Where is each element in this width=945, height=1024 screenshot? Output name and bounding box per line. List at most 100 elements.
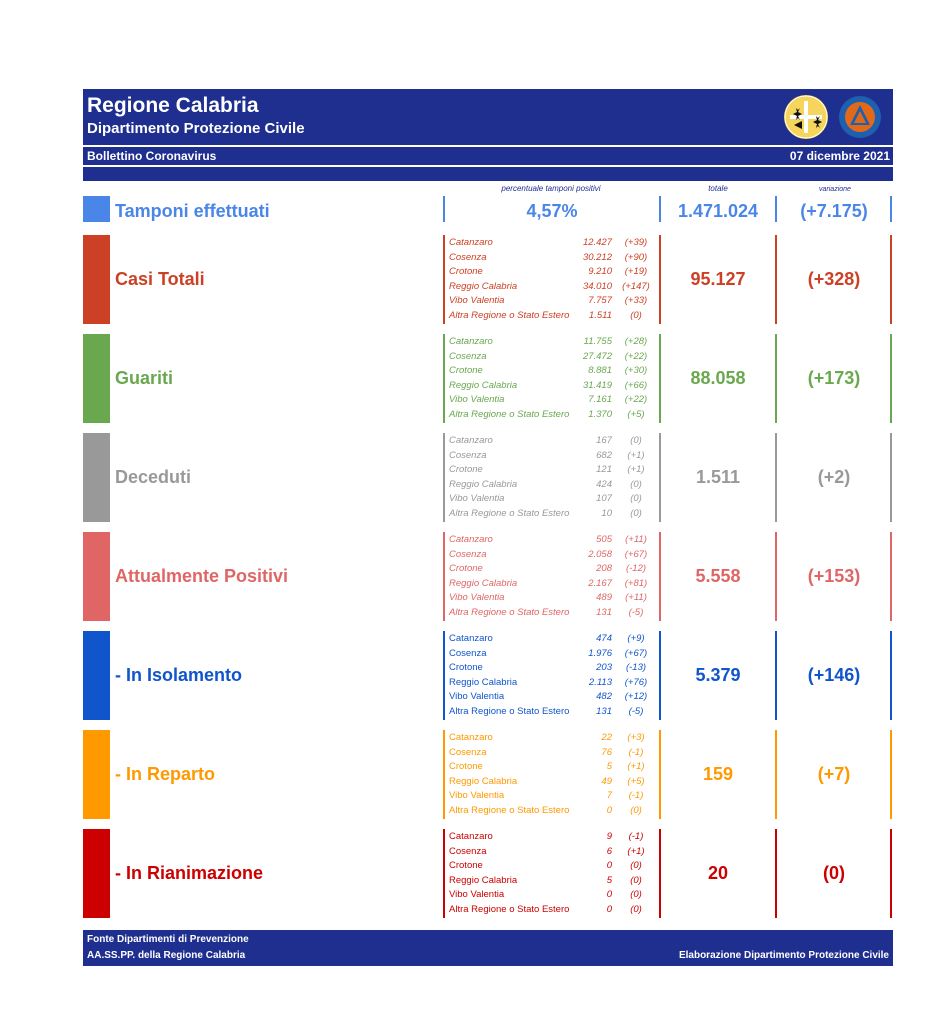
in-rianimazione-province-names: Catanzaro Cosenza Crotone Reggio Calabria Vi… xyxy=(449,830,569,918)
deceduti-province-deltas: (0) (+1) (+1) (0) (0) (0) xyxy=(618,434,654,522)
province-name: Reggio Calabria xyxy=(449,280,518,292)
province-name: Cosenza xyxy=(449,845,487,857)
province-value: 505 xyxy=(596,534,612,545)
province-name: Reggio Calabria xyxy=(449,379,518,391)
province-name: Vibo Valentia xyxy=(449,790,505,802)
bulletin-label: Bollettino Coronavirus xyxy=(87,149,217,163)
province-value: 203 xyxy=(596,662,612,674)
separator xyxy=(775,433,777,522)
province-delta: (-1) xyxy=(628,831,644,842)
province-name: Crotone xyxy=(449,266,483,278)
province-name: Cosenza xyxy=(449,449,487,461)
province-delta: (+76) xyxy=(624,676,648,688)
province-delta: (-5) xyxy=(628,606,644,618)
in-reparto-variation: (+7) xyxy=(817,763,851,784)
province-delta: (+28) xyxy=(624,336,648,347)
tamponi-variation: (+7.175) xyxy=(800,201,868,221)
province-delta: (-1) xyxy=(628,746,644,758)
province-delta: (+147) xyxy=(622,280,650,292)
deceduti-variation: (+2) xyxy=(817,466,851,487)
guariti-total: 88.058 xyxy=(690,367,746,388)
attualmente-positivi-total: 5.558 xyxy=(695,565,741,586)
bulletin-bar: Bollettino Coronavirus 07 dicembre 2021 xyxy=(83,147,893,165)
province-name: Catanzaro xyxy=(449,732,493,743)
in-reparto-province-names: Catanzaro Cosenza Crotone Reggio Calabria Vi… xyxy=(449,731,569,819)
footer-banner: Fonte Dipartimenti di Prevenzione AA.SS.… xyxy=(83,930,893,966)
in-isolamento-province-values: 474 1.976 203 2.113 482 131 xyxy=(560,632,612,720)
separator xyxy=(775,829,777,918)
province-name: Cosenza xyxy=(449,251,487,263)
casi-totali-variation: (+328) xyxy=(807,268,861,289)
province-delta: (+1) xyxy=(627,845,645,857)
separator xyxy=(775,532,777,621)
province-delta: (0) xyxy=(630,804,642,816)
province-name: Altra Regione o Stato Estero xyxy=(449,408,570,420)
separator xyxy=(659,532,661,621)
page-subtitle: Dipartimento Protezione Civile xyxy=(87,120,305,137)
province-delta: (0) xyxy=(630,860,642,872)
separator xyxy=(443,631,445,720)
province-name: Altra Regione o Stato Estero xyxy=(449,804,570,816)
province-delta: (+1) xyxy=(627,464,645,476)
province-name: Cosenza xyxy=(449,746,487,758)
province-delta: (+11) xyxy=(625,534,647,545)
province-value: 424 xyxy=(596,478,612,490)
province-value: 2.058 xyxy=(588,548,612,560)
separator xyxy=(775,631,777,720)
in-isolamento-swatch xyxy=(83,631,110,720)
province-value: 1.976 xyxy=(588,647,612,659)
province-value: 12.427 xyxy=(582,237,612,248)
in-reparto-province-deltas: (+3) (-1) (+1) (+5) (-1) (0) xyxy=(618,731,654,819)
province-delta: (+5) xyxy=(627,408,645,420)
in-rianimazione-label: - In Rianimazione xyxy=(115,862,264,883)
province-name: Altra Regione o Stato Estero xyxy=(449,606,570,618)
province-name: Crotone xyxy=(449,860,483,872)
separator xyxy=(659,829,661,918)
province-name: Crotone xyxy=(449,365,483,377)
separator xyxy=(890,829,892,918)
province-name: Catanzaro xyxy=(449,534,493,545)
separator xyxy=(775,196,777,222)
province-name: Catanzaro xyxy=(449,336,493,347)
province-value: 0 xyxy=(606,889,612,901)
province-delta: (+22) xyxy=(624,394,648,406)
province-delta: (0) xyxy=(630,478,642,490)
province-value: 131 xyxy=(596,705,612,717)
attualmente-positivi-swatch xyxy=(83,532,110,621)
province-delta: (0) xyxy=(630,493,642,505)
province-name: Crotone xyxy=(449,563,483,575)
header-banner: Regione Calabria Dipartimento Protezione… xyxy=(83,89,893,145)
footer-source-line2: AA.SS.PP. della Regione Calabria xyxy=(87,950,246,961)
separator xyxy=(890,196,892,222)
province-name: Catanzaro xyxy=(449,633,493,644)
province-name: Cosenza xyxy=(449,647,487,659)
in-reparto-label: - In Reparto xyxy=(115,763,216,784)
casi-totali-province-names: Catanzaro Cosenza Crotone Reggio Calabria Vi… xyxy=(449,236,569,324)
province-name: Altra Regione o Stato Estero xyxy=(449,903,570,915)
separator xyxy=(659,433,661,522)
in-rianimazione-total: 20 xyxy=(707,862,729,883)
guariti-label: Guariti xyxy=(115,367,174,388)
province-value: 107 xyxy=(596,493,612,505)
separator xyxy=(443,829,445,918)
province-value: 27.472 xyxy=(582,350,612,362)
province-name: Vibo Valentia xyxy=(449,493,505,505)
separator xyxy=(443,730,445,819)
casi-totali-swatch xyxy=(83,235,110,324)
separator xyxy=(890,532,892,621)
guariti-province-values: 11.755 27.472 8.881 31.419 7.161 1.370 xyxy=(560,335,612,423)
attualmente-positivi-province-deltas: (+11) (+67) (-12) (+81) (+11) (-5) xyxy=(618,533,654,621)
province-delta: (+39) xyxy=(624,237,648,248)
province-value: 8.881 xyxy=(588,365,612,377)
province-value: 11.755 xyxy=(583,336,612,347)
province-name: Crotone xyxy=(449,464,483,476)
province-name: Crotone xyxy=(449,662,483,674)
deceduti-province-names: Catanzaro Cosenza Crotone Reggio Calabria Vi… xyxy=(449,434,569,522)
province-value: 0 xyxy=(606,860,612,872)
in-reparto-total: 159 xyxy=(702,763,734,784)
province-value: 5 xyxy=(606,761,612,773)
province-value: 9 xyxy=(606,831,612,842)
pct-column-header: percentuale tamponi positivi xyxy=(501,184,601,193)
province-value: 76 xyxy=(601,746,612,758)
deceduti-swatch xyxy=(83,433,110,522)
